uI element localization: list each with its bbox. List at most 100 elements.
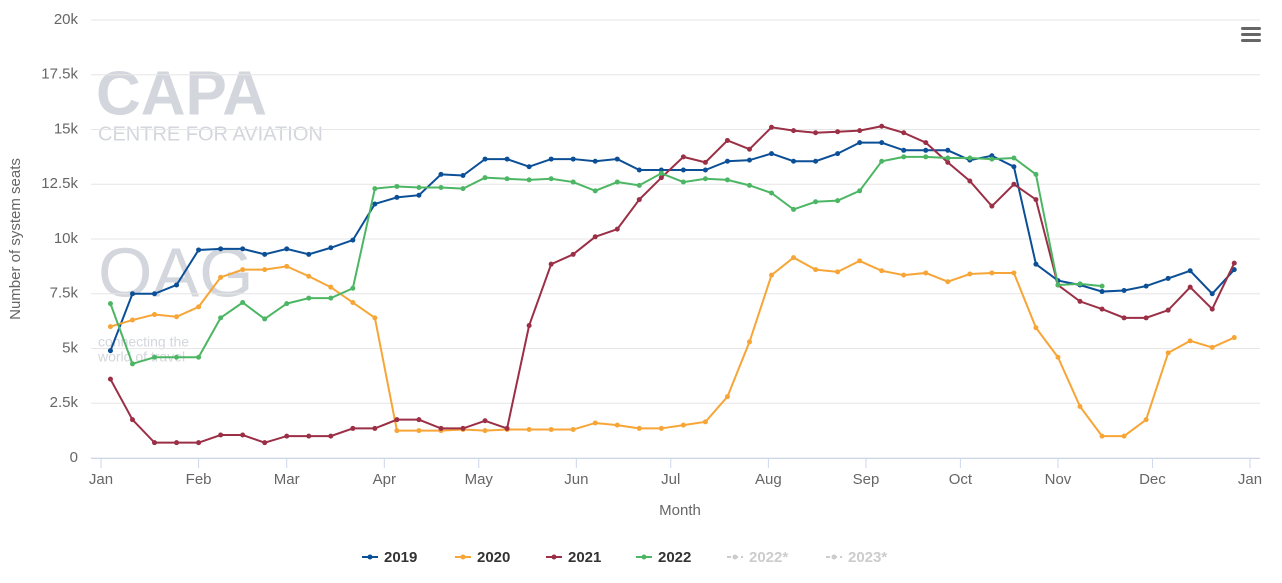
data-point xyxy=(1099,433,1105,439)
data-point xyxy=(791,206,797,212)
data-point xyxy=(724,137,730,143)
data-point xyxy=(482,418,488,424)
data-point xyxy=(592,188,598,194)
data-point xyxy=(614,422,620,428)
data-point xyxy=(152,354,158,360)
data-point xyxy=(129,361,135,367)
x-tick-label: Apr xyxy=(373,471,396,488)
data-point xyxy=(989,156,995,162)
data-point xyxy=(967,271,973,277)
data-point xyxy=(548,156,554,162)
data-point xyxy=(1209,344,1215,350)
y-tick-label: 20k xyxy=(54,11,79,28)
data-point xyxy=(129,291,135,297)
legend-item[interactable]: 2021 xyxy=(546,549,601,566)
data-point xyxy=(107,301,113,307)
data-point xyxy=(901,272,907,278)
data-point xyxy=(791,255,797,261)
data-point xyxy=(967,178,973,184)
data-point xyxy=(879,158,885,164)
data-point xyxy=(306,433,312,439)
watermark: OAG xyxy=(98,233,254,311)
data-point xyxy=(394,428,400,434)
data-point xyxy=(1055,282,1061,288)
data-point xyxy=(350,300,356,306)
data-point xyxy=(196,440,202,446)
data-point xyxy=(857,258,863,264)
legend-item[interactable]: 2020 xyxy=(455,549,510,566)
x-tick-label: Dec xyxy=(1139,471,1166,488)
y-tick-label: 5k xyxy=(62,339,78,356)
data-point xyxy=(1165,350,1171,356)
data-point xyxy=(658,170,664,176)
series-line xyxy=(110,256,1235,438)
data-point xyxy=(350,237,356,243)
data-point xyxy=(746,339,752,345)
menu-bar xyxy=(1241,39,1261,42)
legend-label: 2019 xyxy=(384,549,417,566)
y-tick-label: 15k xyxy=(54,120,79,137)
data-point xyxy=(196,247,202,253)
data-point xyxy=(636,197,642,203)
data-point xyxy=(1187,284,1193,290)
data-point xyxy=(350,425,356,431)
x-tick-label: Jan xyxy=(1238,471,1262,488)
data-point xyxy=(835,151,841,157)
data-point xyxy=(218,432,224,438)
menu-icon[interactable] xyxy=(1241,27,1261,42)
data-point xyxy=(107,324,113,330)
data-point xyxy=(680,179,686,185)
legend-item[interactable]: 2023* xyxy=(826,549,887,566)
data-point xyxy=(129,317,135,323)
data-point xyxy=(680,167,686,173)
legend-label: 2021 xyxy=(568,549,601,566)
data-point xyxy=(702,167,708,173)
data-point xyxy=(746,182,752,188)
data-point xyxy=(901,147,907,153)
data-point xyxy=(504,425,510,431)
legend-item[interactable]: 2022* xyxy=(727,549,788,566)
data-point xyxy=(218,246,224,252)
data-point xyxy=(416,428,422,434)
data-point xyxy=(1055,354,1061,360)
data-point xyxy=(174,354,180,360)
data-point xyxy=(614,179,620,185)
data-point xyxy=(879,140,885,146)
data-point xyxy=(328,295,334,301)
data-point xyxy=(394,183,400,189)
data-point xyxy=(504,156,510,162)
data-point xyxy=(129,417,135,423)
data-point xyxy=(835,198,841,204)
data-point xyxy=(592,158,598,164)
data-point xyxy=(262,251,268,257)
data-point xyxy=(526,177,532,183)
data-point xyxy=(548,427,554,433)
data-point xyxy=(394,194,400,200)
legend-label: 2022 xyxy=(658,549,691,566)
data-point xyxy=(1011,155,1017,161)
legend-label: 2023* xyxy=(848,549,887,566)
data-point xyxy=(1121,433,1127,439)
data-point xyxy=(680,422,686,428)
legend-item[interactable]: 2019 xyxy=(362,549,417,566)
data-point xyxy=(769,124,775,130)
data-point xyxy=(791,158,797,164)
data-point xyxy=(460,425,466,431)
y-tick-label: 10k xyxy=(54,230,79,247)
y-tick-label: 2.5k xyxy=(50,394,79,411)
legend-item[interactable]: 2022 xyxy=(636,549,691,566)
data-point xyxy=(438,185,444,191)
data-point xyxy=(240,432,246,438)
data-point xyxy=(989,270,995,276)
data-point xyxy=(879,268,885,274)
legend-label: 2020 xyxy=(477,549,510,566)
data-point xyxy=(1143,283,1149,289)
y-tick-label: 0 xyxy=(70,449,78,466)
data-point xyxy=(460,186,466,192)
data-point xyxy=(570,251,576,257)
data-point xyxy=(835,269,841,275)
data-point xyxy=(923,154,929,160)
data-point xyxy=(702,176,708,182)
data-point xyxy=(1187,268,1193,274)
legend-symbol xyxy=(367,554,373,560)
